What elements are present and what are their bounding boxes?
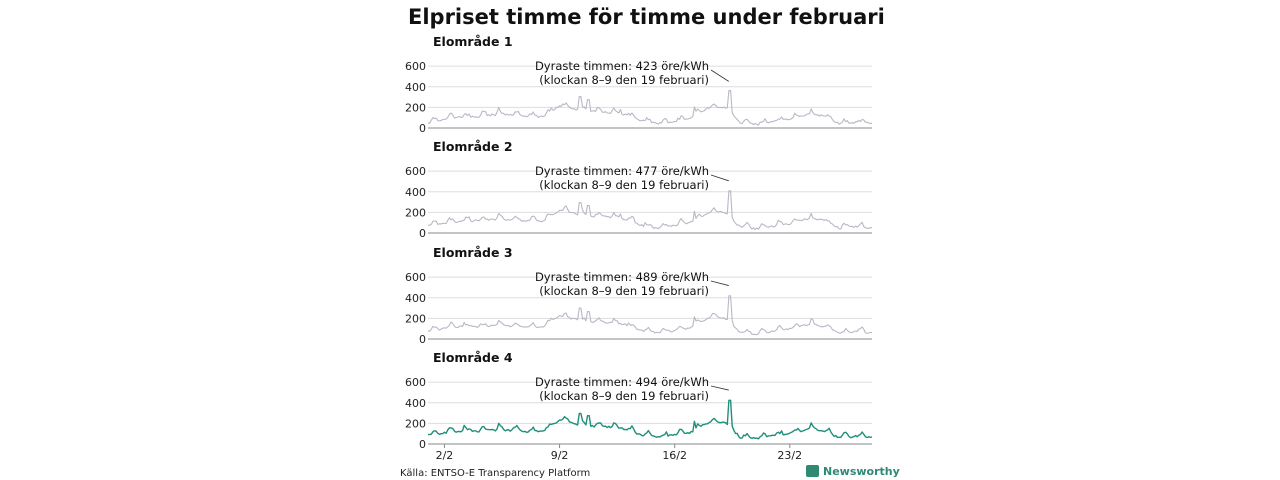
brand-logo: Newsworthy (806, 465, 900, 478)
brand-logo-icon (806, 465, 819, 477)
panel-3: Elområde 3 0 200 400 600 Dyraste timmen: 489 … (405, 245, 872, 346)
annotation-leader (710, 69, 729, 82)
y-tick-label: 0 (419, 122, 426, 135)
annotation-line2: (klockan 8–9 den 19 februari) (539, 389, 709, 403)
x-tick-label: 9/2 (551, 449, 569, 462)
y-tick-label: 400 (405, 186, 426, 199)
panel-title: Elområde 1 (433, 34, 513, 49)
annotation-line1: Dyraste timmen: 423 öre/kWh (535, 59, 709, 73)
y-tick-label: 600 (405, 376, 426, 389)
panel-4: Elområde 4 0 200 400 600 2/2 9/2 16/2 23/2 Dyrast… (405, 350, 873, 462)
annotation-line2: (klockan 8–9 den 19 februari) (539, 73, 709, 87)
y-tick-label: 600 (405, 165, 426, 178)
x-tick-label: 2/2 (436, 449, 454, 462)
y-tick-label: 200 (405, 101, 426, 114)
panel-title: Elområde 3 (433, 245, 513, 260)
series-line (427, 295, 872, 336)
y-tick-label: 0 (419, 438, 426, 451)
x-tick-label: 16/2 (662, 449, 687, 462)
y-tick-label: 400 (405, 292, 426, 305)
panel-1: Elområde 1 0 200 400 600 Dyraste timmen: 423 … (405, 34, 873, 135)
panel-title: Elområde 2 (433, 139, 513, 154)
y-tick-label: 0 (419, 227, 426, 240)
series-line (427, 90, 873, 126)
annotation-leader (710, 280, 729, 286)
y-tick-label: 400 (405, 81, 426, 94)
y-tick-label: 0 (419, 333, 426, 346)
panel-title: Elområde 4 (433, 350, 513, 365)
annotation-line2: (klockan 8–9 den 19 februari) (539, 284, 709, 298)
y-tick-label: 200 (405, 206, 426, 219)
series-line (427, 399, 873, 440)
annotation-line1: Dyraste timmen: 489 öre/kWh (535, 270, 709, 284)
annotation-leader (710, 385, 729, 391)
y-tick-label: 600 (405, 271, 426, 284)
source-note: Källa: ENTSO-E Transparency Platform (400, 468, 590, 479)
annotation-line1: Dyraste timmen: 494 öre/kWh (535, 375, 709, 389)
y-tick-label: 400 (405, 397, 426, 410)
annotation-leader (710, 174, 729, 182)
panel-2: Elområde 2 0 200 400 600 Dyraste timmen: 477 … (405, 139, 872, 240)
y-tick-label: 600 (405, 60, 426, 73)
y-tick-label: 200 (405, 417, 426, 430)
series-line (427, 190, 872, 231)
brand-name: Newsworthy (823, 465, 900, 478)
annotation-line1: Dyraste timmen: 477 öre/kWh (535, 164, 709, 178)
chart-title: Elpriset timme för timme under februari (408, 5, 885, 29)
y-tick-label: 200 (405, 312, 426, 325)
panels: Elområde 1 0 200 400 600 Dyraste timmen: 423 … (405, 34, 873, 462)
x-tick-label: 23/2 (777, 449, 802, 462)
annotation-line2: (klockan 8–9 den 19 februari) (539, 178, 709, 192)
